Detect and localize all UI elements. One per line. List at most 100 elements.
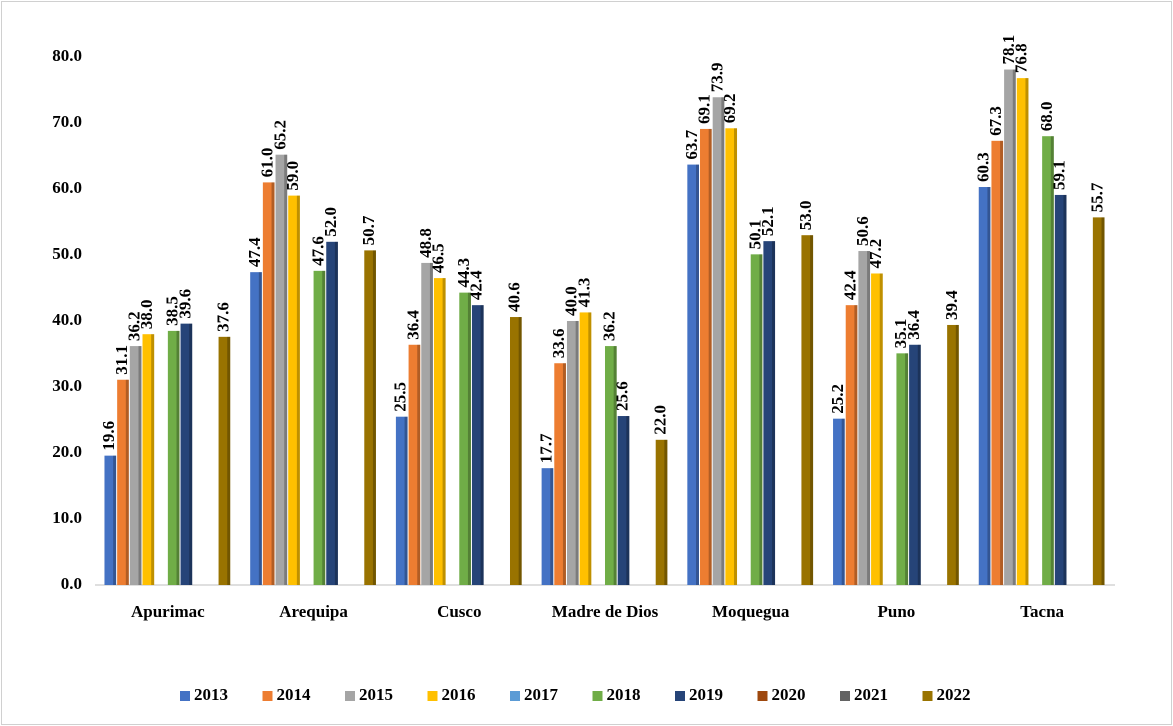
data-label: 39.4: [942, 290, 961, 320]
data-label: 53.0: [796, 200, 815, 230]
bar-side: [1012, 69, 1016, 586]
bar: [700, 128, 712, 585]
y-tick-label: 60.0: [52, 178, 82, 197]
bar-side: [125, 379, 129, 585]
bar: [117, 379, 129, 585]
bar: [250, 272, 262, 585]
bar: [288, 195, 300, 585]
bar: [313, 270, 326, 585]
data-label: 36.2: [600, 311, 619, 341]
data-label: 33.6: [549, 328, 568, 358]
bar-side: [867, 251, 871, 586]
y-tick-label: 10.0: [52, 508, 82, 527]
y-tick-label: 40.0: [52, 310, 82, 329]
bar: [617, 416, 630, 585]
bar: [262, 182, 275, 585]
bar-side: [987, 187, 991, 585]
data-label: 44.3: [454, 258, 473, 288]
y-tick-label: 70.0: [52, 112, 82, 131]
bar: [421, 262, 433, 585]
data-label: 40.0: [562, 286, 581, 316]
bar: [687, 164, 699, 585]
bar: [104, 455, 117, 585]
bar-side: [176, 330, 180, 585]
bar-side: [417, 344, 421, 585]
bar-side: [1101, 217, 1105, 585]
data-label: 78.1: [999, 35, 1018, 65]
bar-side: [955, 324, 959, 585]
legend-label: 2015: [359, 685, 393, 704]
y-tick-label: 50.0: [52, 244, 82, 263]
legend-label: 2016: [442, 685, 476, 704]
bar: [566, 321, 579, 585]
bar-side: [1063, 194, 1067, 585]
bar: [1042, 136, 1054, 585]
bar: [554, 363, 566, 585]
bar-side: [721, 97, 725, 585]
data-label: 59.0: [283, 161, 302, 191]
bar-side: [113, 455, 117, 585]
bar-side: [613, 346, 617, 585]
legend-swatch: [345, 691, 355, 701]
data-label: 50.1: [745, 220, 764, 250]
data-label: 76.8: [1012, 43, 1031, 73]
data-label: 42.4: [840, 270, 859, 300]
legend-swatch: [757, 691, 768, 701]
legend-label: 2018: [607, 685, 641, 704]
data-label: 48.8: [416, 228, 435, 258]
data-label: 38.0: [137, 299, 156, 329]
bar-side: [879, 273, 883, 585]
data-label: 47.2: [866, 239, 885, 269]
legend-label: 2021: [854, 685, 888, 704]
data-label: 46.5: [429, 243, 448, 273]
y-tick-label: 30.0: [52, 376, 82, 395]
legend-swatch: [427, 691, 438, 701]
data-label: 67.3: [986, 106, 1005, 136]
bar: [896, 353, 909, 585]
legend-swatch: [840, 691, 850, 701]
bar: [947, 324, 959, 585]
bar-side: [917, 344, 921, 585]
data-label: 17.7: [536, 433, 555, 463]
bar-side: [271, 182, 275, 585]
data-label: 60.3: [973, 152, 992, 182]
bar-side: [626, 416, 630, 585]
bar-side: [550, 468, 554, 585]
bar: [129, 346, 142, 585]
data-label: 25.5: [391, 382, 410, 412]
data-label: 36.2: [125, 311, 144, 341]
bar: [142, 334, 155, 585]
bar-side: [772, 241, 776, 585]
bar: [364, 250, 376, 585]
bar-side: [695, 164, 699, 585]
data-label: 36.4: [904, 310, 923, 340]
bar-side: [151, 334, 155, 585]
data-label: 25.6: [612, 381, 631, 411]
bar-side: [284, 154, 288, 585]
bar: [541, 468, 554, 585]
x-tick-label: Tacna: [1020, 602, 1065, 621]
x-tick-label: Puno: [877, 602, 916, 621]
data-label: 19.6: [99, 421, 118, 451]
bar: [978, 187, 991, 585]
bar: [991, 140, 1004, 585]
bar: [871, 273, 883, 585]
data-label: 41.3: [574, 278, 593, 308]
bar-side: [841, 418, 845, 585]
legend-label: 2014: [277, 685, 312, 704]
bar-side: [562, 363, 566, 585]
bar: [655, 439, 668, 585]
bar-side: [854, 305, 858, 585]
data-label: 68.0: [1037, 101, 1056, 131]
x-tick-label: Moquegua: [711, 602, 790, 621]
x-tick-label: Madre de Dios: [551, 602, 659, 621]
data-label: 42.4: [467, 270, 486, 300]
bar-side: [759, 254, 763, 585]
bar: [459, 292, 471, 585]
legend-swatch: [180, 691, 190, 701]
y-tick-label: 20.0: [52, 442, 82, 461]
bar-side: [575, 321, 579, 585]
bar-side: [334, 241, 338, 586]
